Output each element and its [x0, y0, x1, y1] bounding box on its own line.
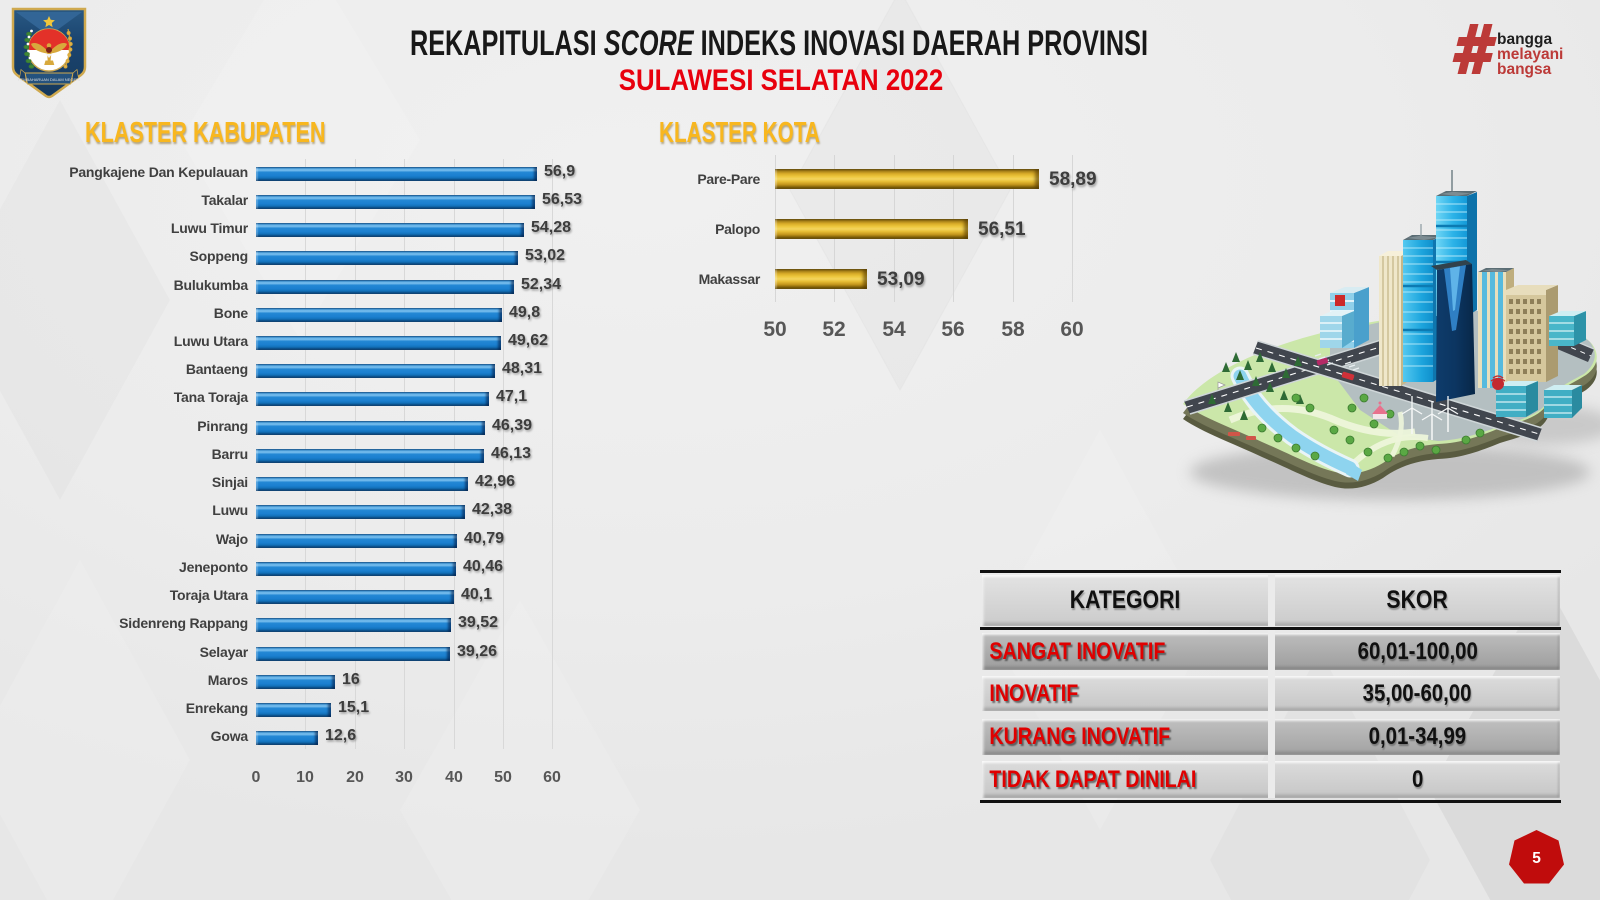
svg-text:PEMBAHARUAN DALAM NEGERI: PEMBAHARUAN DALAM NEGERI — [18, 77, 80, 82]
svg-text:bangsa: bangsa — [1497, 61, 1552, 78]
svg-text:5: 5 — [1532, 850, 1541, 867]
svg-text:melayani: melayani — [1497, 46, 1563, 63]
svg-text:bangga: bangga — [1497, 31, 1552, 48]
